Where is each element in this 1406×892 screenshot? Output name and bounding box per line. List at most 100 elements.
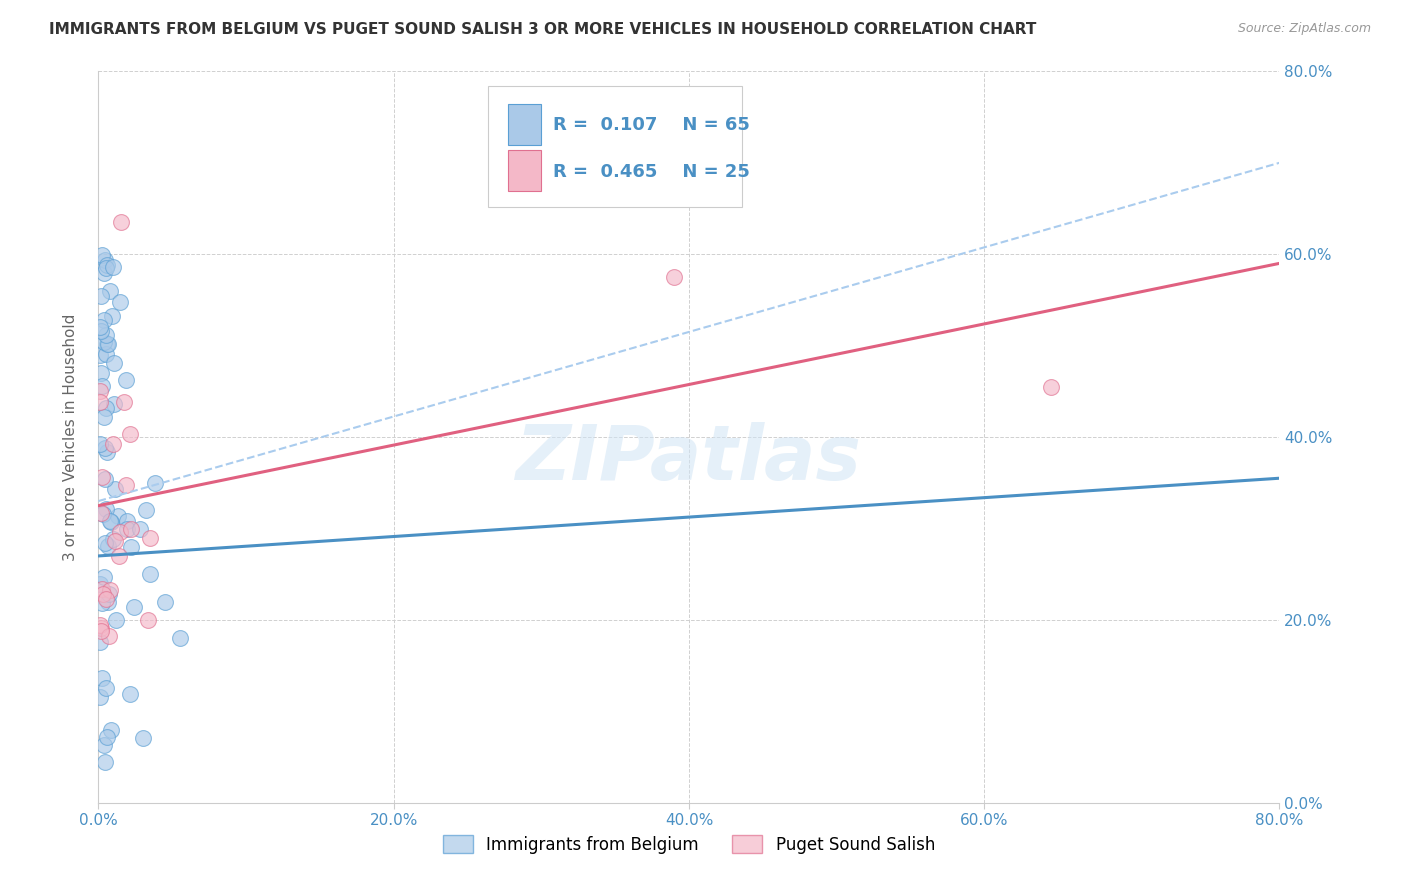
Point xyxy=(94,501,117,516)
Point xyxy=(115,373,138,387)
Point xyxy=(94,346,117,360)
Point xyxy=(101,436,124,450)
Point xyxy=(103,356,125,370)
Point xyxy=(153,594,176,608)
Point xyxy=(93,409,115,424)
Text: IMMIGRANTS FROM BELGIUM VS PUGET SOUND SALISH 3 OR MORE VEHICLES IN HOUSEHOLD CO: IMMIGRANTS FROM BELGIUM VS PUGET SOUND S… xyxy=(49,22,1036,37)
Point xyxy=(89,634,111,648)
Point xyxy=(89,690,111,704)
Point xyxy=(89,618,111,632)
Point xyxy=(96,258,118,272)
Text: ZIPatlas: ZIPatlas xyxy=(516,422,862,496)
Point xyxy=(91,379,114,393)
Point xyxy=(110,215,132,229)
Point xyxy=(94,328,117,343)
Point xyxy=(664,270,686,285)
Text: Source: ZipAtlas.com: Source: ZipAtlas.com xyxy=(1237,22,1371,36)
Point xyxy=(96,337,118,351)
Point xyxy=(98,284,121,298)
Point xyxy=(120,521,142,535)
Point xyxy=(96,401,118,416)
Point xyxy=(97,539,120,553)
Legend: Immigrants from Belgium, Puget Sound Salish: Immigrants from Belgium, Puget Sound Sal… xyxy=(436,829,942,860)
Point xyxy=(104,482,127,496)
Point xyxy=(143,475,166,490)
Point xyxy=(91,595,114,609)
Point xyxy=(112,395,135,409)
Point xyxy=(101,260,124,274)
Point xyxy=(104,613,127,627)
Point xyxy=(93,334,115,349)
Point xyxy=(139,567,162,582)
Point xyxy=(94,472,117,486)
Point xyxy=(98,582,121,597)
Point xyxy=(169,632,191,646)
Point xyxy=(115,522,138,536)
Point xyxy=(100,515,122,529)
Point xyxy=(90,366,112,380)
Point xyxy=(89,395,111,409)
Point xyxy=(100,723,122,737)
FancyBboxPatch shape xyxy=(508,104,541,145)
Text: R =  0.465    N = 25: R = 0.465 N = 25 xyxy=(553,163,749,181)
Point xyxy=(139,531,162,545)
Point xyxy=(90,582,112,596)
Point xyxy=(97,629,120,643)
Point xyxy=(90,289,112,303)
Point xyxy=(135,503,157,517)
FancyBboxPatch shape xyxy=(508,151,541,191)
Point xyxy=(128,521,150,535)
Point xyxy=(94,681,117,696)
Point xyxy=(107,549,129,563)
Point xyxy=(90,506,112,520)
Point xyxy=(96,730,118,744)
FancyBboxPatch shape xyxy=(488,86,742,207)
Point xyxy=(108,294,131,309)
Text: R =  0.107    N = 65: R = 0.107 N = 65 xyxy=(553,116,749,134)
Point xyxy=(94,261,117,276)
Point xyxy=(90,624,112,639)
Point xyxy=(115,514,138,528)
Point xyxy=(97,336,120,351)
Point xyxy=(96,445,118,459)
Point xyxy=(89,384,111,398)
Point xyxy=(93,313,115,327)
Point xyxy=(115,477,138,491)
Point xyxy=(89,319,111,334)
Point xyxy=(120,540,142,554)
Point xyxy=(89,577,111,591)
Point xyxy=(1039,380,1062,394)
Point xyxy=(118,687,141,701)
Point xyxy=(108,525,131,540)
Point xyxy=(101,310,124,324)
Point xyxy=(91,507,114,521)
Point xyxy=(120,427,142,442)
Point xyxy=(91,247,114,261)
Point xyxy=(104,534,127,549)
Point xyxy=(136,613,159,627)
Point xyxy=(98,587,121,601)
Point xyxy=(89,348,111,362)
Point xyxy=(93,266,115,280)
Point xyxy=(94,536,117,550)
Point xyxy=(93,738,115,752)
Point xyxy=(94,756,117,770)
Point xyxy=(94,252,117,267)
Point xyxy=(107,508,129,523)
Point xyxy=(93,441,115,455)
Point xyxy=(96,595,118,609)
Point xyxy=(132,731,155,745)
Point xyxy=(98,514,121,528)
Point xyxy=(90,672,112,686)
Point xyxy=(96,591,118,606)
Point xyxy=(91,587,114,601)
Point xyxy=(103,397,125,411)
Point xyxy=(90,470,112,484)
Point xyxy=(93,570,115,584)
Point xyxy=(89,437,111,451)
Point xyxy=(103,533,125,547)
Y-axis label: 3 or more Vehicles in Household: 3 or more Vehicles in Household xyxy=(63,313,77,561)
Point xyxy=(90,621,112,635)
Point xyxy=(122,599,145,614)
Point xyxy=(90,324,112,338)
